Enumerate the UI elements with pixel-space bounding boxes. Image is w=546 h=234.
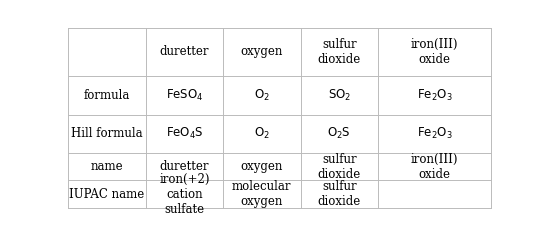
Text: $\mathrm{SO_2}$: $\mathrm{SO_2}$: [328, 88, 351, 103]
Text: $\mathrm{Fe_2O_3}$: $\mathrm{Fe_2O_3}$: [417, 126, 453, 142]
Text: oxygen: oxygen: [241, 45, 283, 58]
Text: Hill formula: Hill formula: [71, 128, 143, 140]
Text: oxygen: oxygen: [241, 160, 283, 173]
Text: $\mathrm{Fe_2O_3}$: $\mathrm{Fe_2O_3}$: [417, 88, 453, 103]
Text: IUPAC name: IUPAC name: [69, 188, 145, 201]
Text: sulfur
dioxide: sulfur dioxide: [318, 38, 361, 66]
Text: sulfur
dioxide: sulfur dioxide: [318, 180, 361, 208]
Text: formula: formula: [84, 89, 130, 102]
Text: molecular
oxygen: molecular oxygen: [232, 180, 292, 208]
Text: $\mathrm{O_2S}$: $\mathrm{O_2S}$: [328, 126, 351, 142]
Text: duretter: duretter: [159, 160, 209, 173]
Text: duretter: duretter: [159, 45, 209, 58]
Text: iron(III)
oxide: iron(III) oxide: [411, 153, 459, 181]
Text: $\mathrm{O_2}$: $\mathrm{O_2}$: [254, 126, 270, 142]
Text: iron(+2)
cation
sulfate: iron(+2) cation sulfate: [159, 173, 210, 216]
Text: $\mathrm{FeO_4S}$: $\mathrm{FeO_4S}$: [165, 126, 203, 142]
Text: $\mathrm{FeSO_4}$: $\mathrm{FeSO_4}$: [165, 88, 203, 103]
Text: sulfur
dioxide: sulfur dioxide: [318, 153, 361, 181]
Text: iron(III)
oxide: iron(III) oxide: [411, 38, 459, 66]
Text: name: name: [91, 160, 123, 173]
Text: $\mathrm{O_2}$: $\mathrm{O_2}$: [254, 88, 270, 103]
